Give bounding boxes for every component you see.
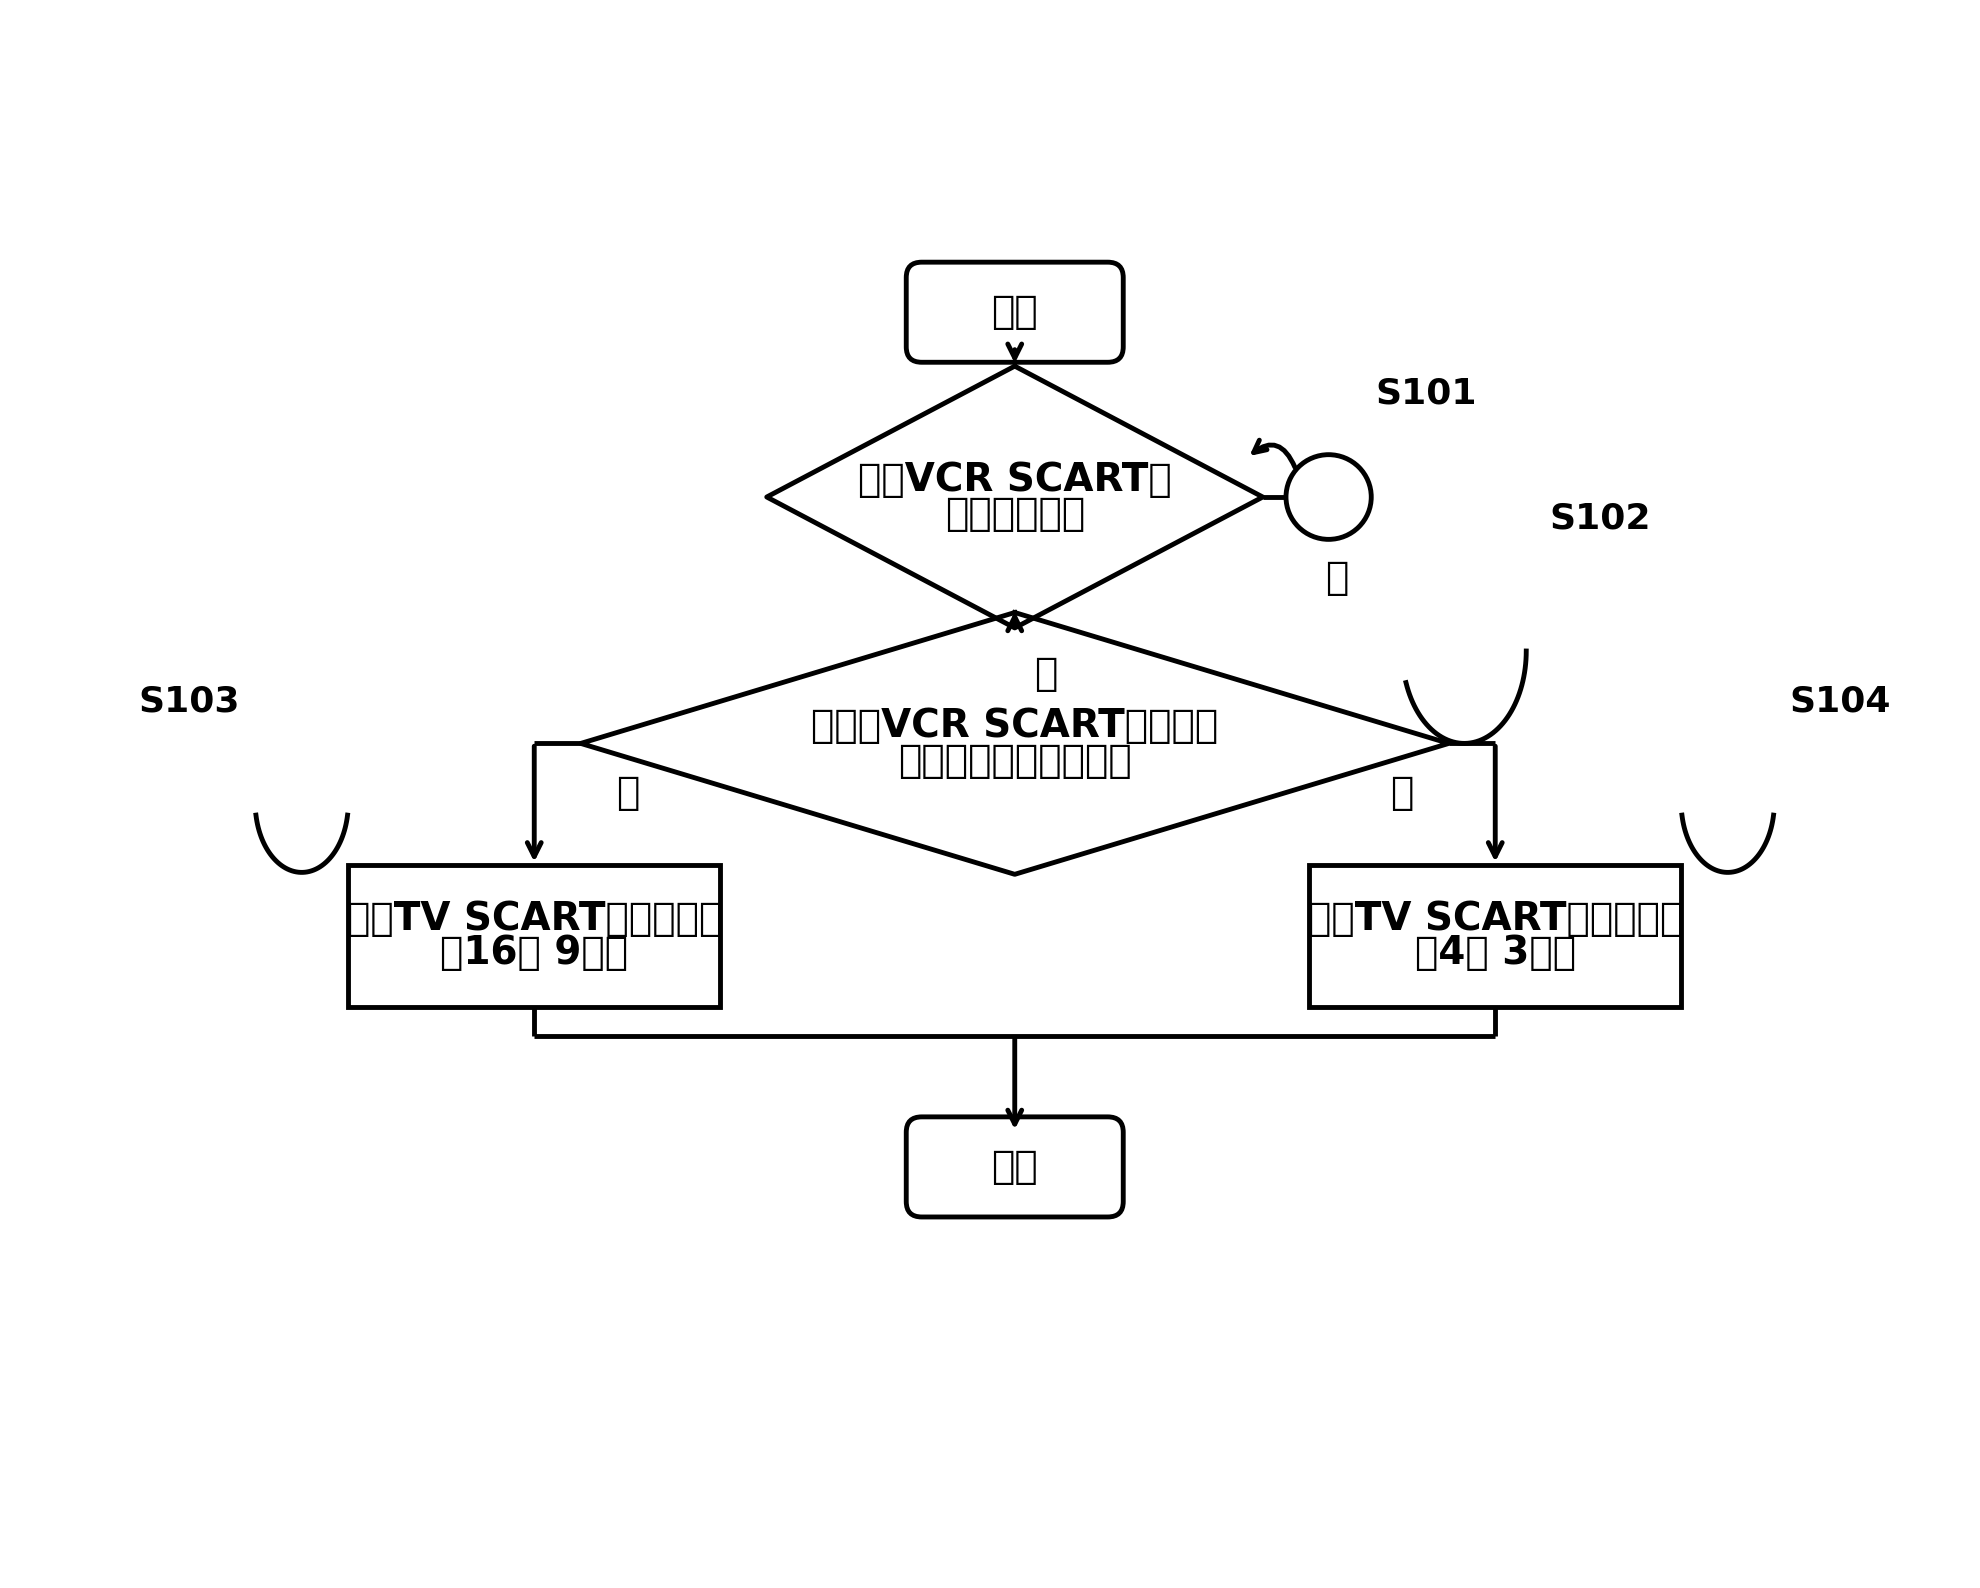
Text: S101: S101: [1376, 376, 1477, 410]
Text: 开始: 开始: [992, 294, 1038, 332]
Text: 否: 否: [1325, 559, 1348, 597]
Text: 设置TV SCART的显示模式: 设置TV SCART的显示模式: [346, 900, 723, 937]
Text: S103: S103: [139, 684, 240, 718]
Text: S102: S102: [1550, 502, 1651, 535]
Text: 结束: 结束: [992, 1148, 1038, 1186]
Text: 为4： 3模式: 为4： 3模式: [1414, 934, 1576, 972]
Text: 检测到VCR SCART显示状态: 检测到VCR SCART显示状态: [812, 707, 1218, 745]
FancyBboxPatch shape: [907, 1116, 1123, 1216]
FancyBboxPatch shape: [907, 262, 1123, 362]
Text: 检测VCR SCART是: 检测VCR SCART是: [857, 461, 1172, 499]
Bar: [348, 865, 721, 1007]
Text: 否有信号输入: 否有信号输入: [944, 495, 1085, 534]
Text: 是: 是: [616, 775, 640, 811]
Text: 设置TV SCART的显示模式: 设置TV SCART的显示模式: [1307, 900, 1683, 937]
Text: 控制端的电平是否为高: 控制端的电平是否为高: [897, 742, 1133, 780]
Text: 为16： 9模式: 为16： 9模式: [440, 934, 628, 972]
Text: 否: 否: [1390, 775, 1414, 811]
Text: 是: 是: [1034, 656, 1057, 692]
Text: S104: S104: [1790, 684, 1891, 718]
Bar: [1309, 865, 1681, 1007]
